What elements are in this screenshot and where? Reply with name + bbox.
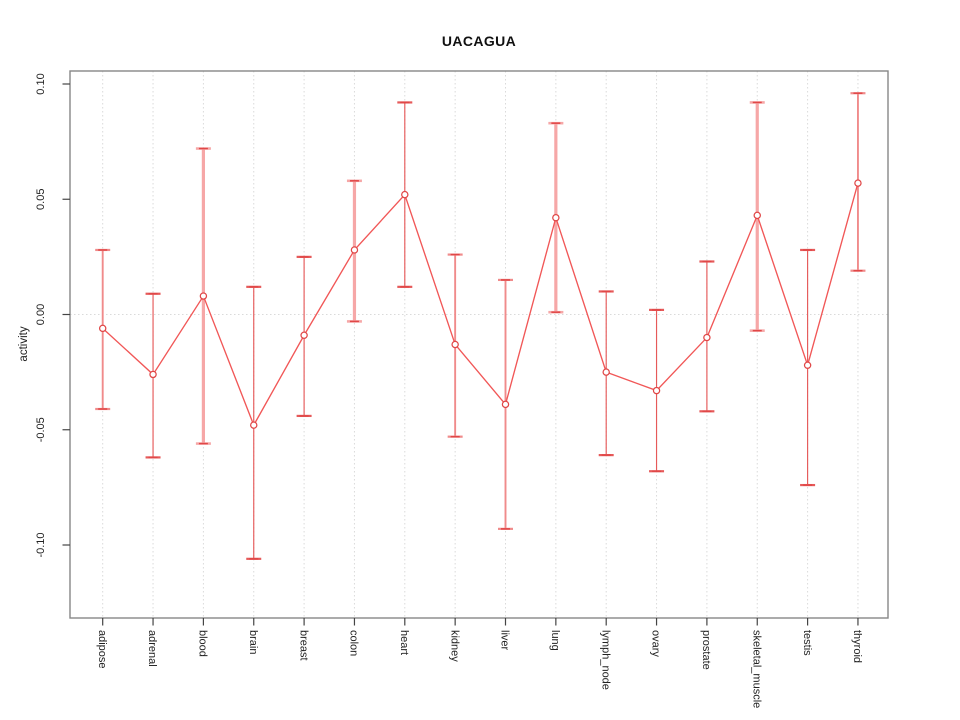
y-tick-label: 0.10 <box>35 73 47 94</box>
data-point-marker <box>350 246 359 254</box>
series-line <box>102 182 859 427</box>
x-tick-label: heart <box>398 630 410 655</box>
data-point-marker <box>803 361 812 369</box>
data-point-marker <box>401 190 409 199</box>
x-tick-label: testis <box>801 630 813 656</box>
data-point-marker <box>854 179 862 187</box>
data-point-marker <box>98 324 107 333</box>
x-tick-label: breast <box>297 630 309 661</box>
x-tick-label: lymph_node <box>599 630 611 690</box>
data-point-marker <box>602 368 610 376</box>
x-tick-label: brain <box>247 630 259 654</box>
x-tick-label: skeletal_muscle <box>750 630 762 708</box>
chart-title: UACAGUA <box>441 33 517 49</box>
data-point-marker <box>199 292 208 300</box>
x-tick-label: liver <box>499 630 511 651</box>
data-point-marker <box>501 400 510 409</box>
data-point-marker <box>552 213 560 222</box>
data-point-marker <box>250 421 258 429</box>
data-point-marker <box>703 333 711 342</box>
data-point-marker <box>652 386 661 395</box>
y-tick-label: -0.05 <box>35 417 47 442</box>
y-tick-label: -0.10 <box>35 532 47 557</box>
x-tick-label: adipose <box>96 630 108 669</box>
x-tick-label: colon <box>348 630 360 656</box>
data-point-marker <box>753 211 761 220</box>
data-point-marker <box>149 370 157 379</box>
data-point-marker <box>300 331 308 339</box>
x-tick-label: ovary <box>650 630 662 657</box>
y-tick-label: 0.05 <box>35 189 47 210</box>
x-tick-label: adrenal <box>146 630 158 667</box>
x-tick-label: prostate <box>700 630 712 670</box>
x-tick-label: lung <box>549 630 561 651</box>
x-tick-label: thyroid <box>851 630 863 663</box>
plot-border <box>69 70 889 619</box>
y-tick-label: 0.00 <box>35 304 47 325</box>
x-tick-label: kidney <box>448 630 460 662</box>
data-point-marker <box>451 340 459 349</box>
y-axis-label: activity <box>18 326 30 362</box>
x-tick-label: blood <box>197 630 209 657</box>
